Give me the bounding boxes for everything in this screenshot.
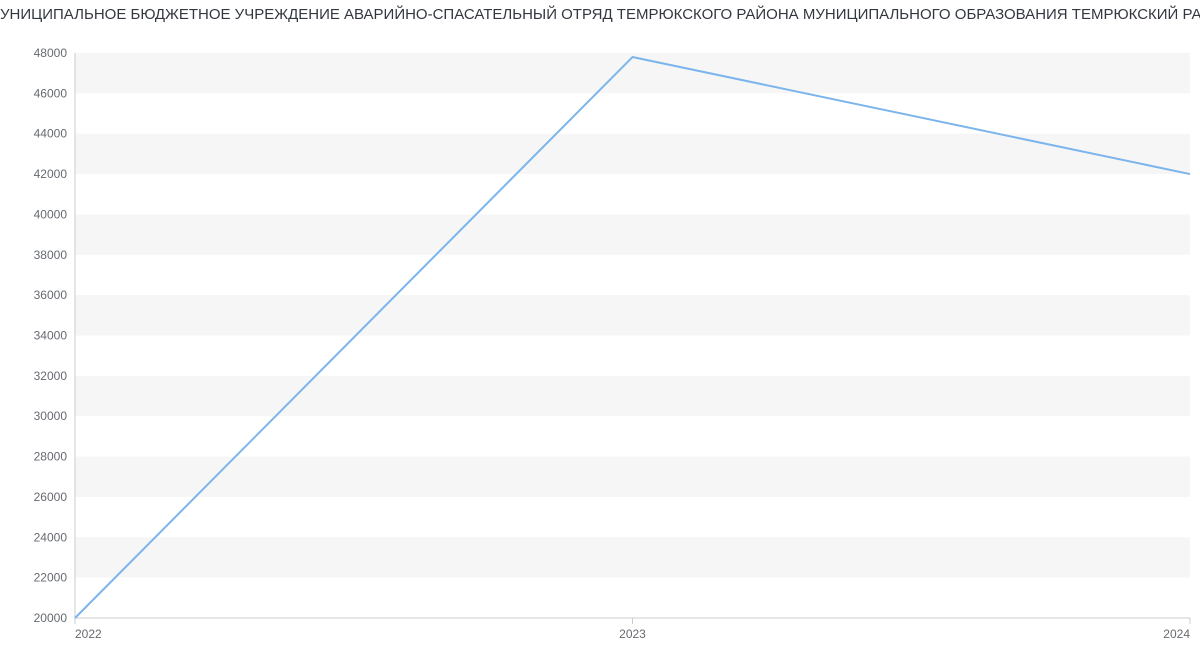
plot-band [75,295,1190,335]
x-tick-label: 2023 [619,627,646,641]
x-tick-label: 2024 [1163,627,1190,641]
line-chart: 20000 22000 24000 26000 28000 30000 32000 34000… [0,23,1200,643]
plot-band [75,537,1190,577]
y-tick-label: 26000 [34,490,68,504]
y-tick-label: 32000 [34,369,68,383]
y-tick-label: 36000 [34,288,68,302]
y-tick-label: 44000 [34,127,68,141]
y-tick-label: 48000 [34,46,68,60]
y-tick-label: 42000 [34,167,68,181]
y-tick-label: 30000 [34,409,68,423]
y-tick-label: 40000 [34,207,68,221]
chart-title: УНИЦИПАЛЬНОЕ БЮДЖЕТНОЕ УЧРЕЖДЕНИЕ АВАРИЙ… [0,0,1200,23]
plot-band [75,457,1190,497]
y-tick-label: 34000 [34,329,68,343]
y-tick-label: 22000 [34,571,68,585]
plot-band [75,376,1190,416]
y-axis: 20000 22000 24000 26000 28000 30000 32000 34000… [34,46,68,625]
x-axis: 2022 2023 2024 [75,618,1190,641]
plot-band [75,214,1190,254]
x-tick-label: 2022 [75,627,102,641]
y-tick-label: 46000 [34,86,68,100]
plot-band [75,53,1190,93]
y-tick-label: 28000 [34,450,68,464]
y-tick-label: 24000 [34,530,68,544]
y-tick-label: 38000 [34,248,68,262]
y-tick-label: 20000 [34,611,68,625]
